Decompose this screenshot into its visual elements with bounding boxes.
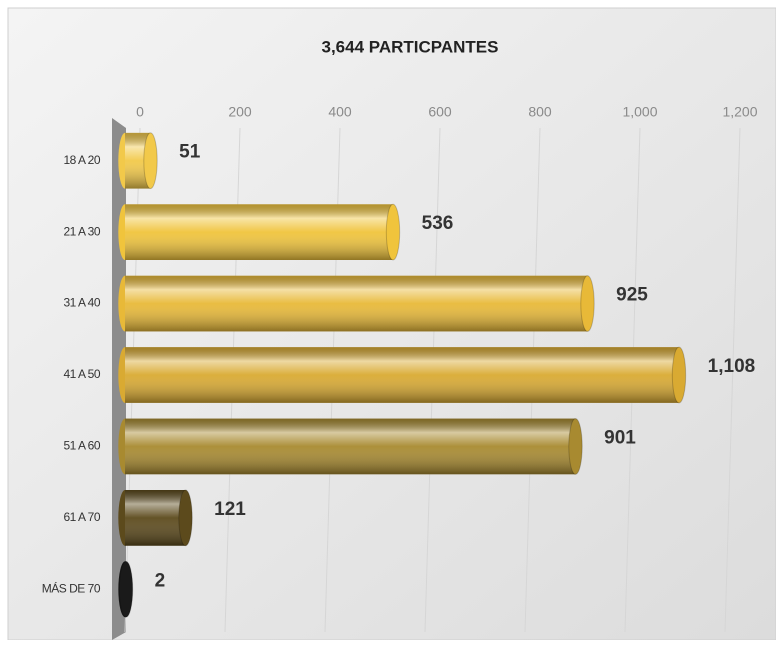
x-tick-label: 800 bbox=[528, 104, 552, 120]
y-tick-label: MÁS DE 70 bbox=[42, 580, 101, 595]
bar-shine bbox=[125, 490, 186, 546]
x-tick-label: 600 bbox=[428, 104, 452, 120]
y-tick-label: 41 A 50 bbox=[63, 367, 100, 381]
value-label: 121 bbox=[214, 499, 246, 520]
bar-cap bbox=[179, 490, 192, 546]
x-tick-label: 0 bbox=[136, 104, 144, 120]
x-tick-label: 1,200 bbox=[722, 104, 757, 120]
bar-cap bbox=[569, 419, 582, 475]
page: {"chart_data": {"type": "bar", "orientat… bbox=[0, 0, 776, 640]
bar-cap bbox=[144, 133, 157, 189]
chart: 3,644 PARTICPANTES 0 200 400 600 800 1,000 1,2… bbox=[0, 0, 776, 640]
bar-cap bbox=[581, 276, 594, 332]
bar-cap bbox=[386, 204, 399, 260]
bar-cap bbox=[119, 561, 132, 617]
x-tick-label: 1,000 bbox=[622, 104, 657, 120]
y-tick-label: 51 A 60 bbox=[63, 439, 100, 453]
y-tick-label: 18 A 20 bbox=[63, 153, 100, 167]
value-label: 536 bbox=[422, 213, 454, 234]
chart-title: 3,644 PARTICPANTES bbox=[322, 37, 499, 56]
y-tick-label: 21 A 30 bbox=[63, 224, 100, 238]
value-label: 51 bbox=[179, 142, 201, 163]
bar-shine bbox=[125, 276, 588, 332]
value-label: 1,108 bbox=[708, 356, 756, 377]
value-label: 901 bbox=[604, 427, 636, 448]
value-label: 2 bbox=[155, 570, 166, 591]
y-tick-label: 61 A 70 bbox=[63, 510, 100, 524]
value-label: 925 bbox=[616, 285, 648, 306]
bar-shine bbox=[125, 347, 679, 403]
x-tick-label: 200 bbox=[228, 104, 252, 120]
bar-shine bbox=[125, 204, 393, 260]
y-tick-label: 31 A 40 bbox=[63, 296, 100, 310]
x-tick-label: 400 bbox=[328, 104, 352, 120]
bar-cap bbox=[672, 347, 685, 403]
bar-shine bbox=[125, 419, 576, 475]
